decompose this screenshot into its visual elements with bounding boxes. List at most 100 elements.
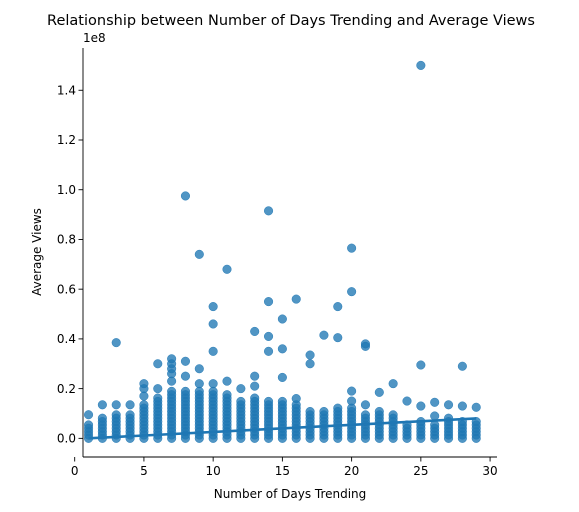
x-tick-label: 15: [275, 464, 290, 478]
data-point: [416, 360, 426, 370]
points-layer: [83, 60, 481, 443]
data-point: [374, 406, 384, 417]
x-tick-label: 20: [344, 464, 359, 478]
data-point: [277, 372, 287, 382]
data-point: [360, 410, 371, 420]
trend-layer: [88, 417, 477, 440]
y-tick-label: 0.4: [57, 332, 76, 346]
data-point: [471, 402, 481, 412]
data-point: [263, 206, 274, 216]
data-point: [416, 60, 426, 70]
data-point: [125, 410, 135, 420]
data-point: [180, 191, 191, 201]
data-point: [319, 406, 329, 417]
data-point: [153, 359, 163, 369]
x-tick-label: 10: [206, 464, 221, 478]
data-point: [139, 391, 149, 401]
trend-line: [88, 417, 477, 440]
data-point: [194, 249, 204, 259]
data-point: [347, 243, 357, 253]
data-point: [111, 400, 121, 410]
data-point: [222, 376, 232, 386]
data-point: [333, 333, 343, 343]
data-point: [180, 356, 191, 366]
data-point: [250, 393, 260, 403]
data-point: [97, 400, 107, 410]
data-point: [263, 346, 274, 356]
data-point: [167, 386, 177, 396]
data-point: [443, 400, 454, 410]
y-axis-offset-label: 1e8: [83, 31, 106, 45]
y-tick-label: 1.0: [57, 183, 76, 197]
y-tick-label: 0.8: [57, 233, 76, 247]
data-point: [208, 346, 218, 356]
data-point: [347, 287, 357, 297]
data-point: [360, 341, 371, 351]
y-tick-label: 0.2: [57, 382, 76, 396]
y-axis-ticks: 0.0 0.2 0.4 0.6 0.8 1.0 1.2 1.4: [57, 83, 83, 446]
data-point: [263, 331, 274, 341]
data-point: [222, 390, 232, 400]
data-point: [250, 381, 260, 391]
y-tick-label: 1.2: [57, 133, 76, 147]
data-point: [416, 401, 426, 411]
data-point: [430, 411, 440, 421]
data-point: [305, 406, 315, 417]
data-point: [347, 396, 357, 406]
y-tick-label: 0.6: [57, 282, 76, 296]
data-point: [153, 384, 163, 394]
data-point: [97, 413, 107, 423]
data-point: [111, 338, 121, 348]
data-point: [277, 396, 287, 406]
data-point: [250, 326, 260, 336]
data-point: [402, 396, 412, 406]
data-point: [125, 400, 135, 410]
y-axis-label: Average Views: [30, 208, 44, 296]
data-point: [236, 396, 246, 406]
data-point: [208, 319, 218, 329]
data-point: [347, 386, 357, 396]
data-point: [388, 379, 398, 389]
data-point: [194, 386, 204, 396]
x-tick-label: 5: [140, 464, 148, 478]
data-point: [457, 361, 467, 371]
data-point: [430, 397, 440, 407]
data-point: [291, 394, 301, 404]
data-point: [333, 403, 343, 413]
x-tick-label: 30: [482, 464, 497, 478]
x-axis-ticks: 0 5 10 15 20 25 30: [71, 457, 498, 478]
data-point: [333, 302, 343, 312]
data-point: [319, 330, 329, 340]
y-tick-label: 0.0: [57, 432, 76, 446]
data-point: [277, 314, 287, 324]
data-point: [167, 376, 177, 386]
data-point: [194, 379, 204, 389]
data-point: [263, 297, 274, 307]
data-point: [305, 350, 315, 360]
data-point: [111, 410, 121, 420]
data-point: [208, 302, 218, 312]
data-point: [388, 410, 398, 420]
data-point: [208, 379, 218, 389]
x-tick-label: 25: [413, 464, 428, 478]
data-point: [291, 294, 301, 304]
data-point: [236, 384, 246, 394]
data-point: [208, 386, 218, 396]
data-point: [305, 359, 315, 369]
data-point: [263, 396, 274, 406]
data-point: [180, 371, 191, 381]
data-point: [277, 344, 287, 354]
data-point: [194, 364, 204, 374]
chart-title: Relationship between Number of Days Tren…: [47, 13, 535, 29]
x-tick-label: 0: [71, 464, 79, 478]
data-point: [83, 410, 94, 420]
data-point: [360, 400, 371, 410]
data-point: [457, 401, 467, 411]
data-point: [374, 387, 384, 397]
data-point: [180, 386, 191, 396]
data-point: [153, 393, 163, 403]
y-tick-label: 1.4: [57, 83, 76, 97]
data-point: [139, 400, 149, 410]
data-point: [250, 371, 260, 381]
